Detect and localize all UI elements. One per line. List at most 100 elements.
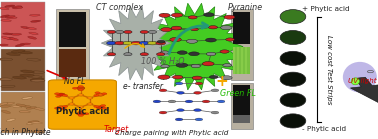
Circle shape (54, 107, 60, 109)
Circle shape (188, 16, 197, 19)
Ellipse shape (12, 6, 22, 8)
Bar (241, 47, 243, 74)
Circle shape (221, 26, 232, 30)
Circle shape (194, 109, 201, 111)
Circle shape (78, 85, 83, 88)
Circle shape (57, 106, 65, 109)
Polygon shape (146, 3, 243, 90)
Ellipse shape (31, 122, 42, 124)
Circle shape (220, 50, 229, 53)
Circle shape (177, 109, 184, 111)
Text: No FL: No FL (64, 77, 85, 86)
Ellipse shape (2, 36, 11, 39)
Ellipse shape (4, 102, 14, 105)
Ellipse shape (28, 36, 37, 39)
Ellipse shape (6, 53, 20, 56)
Circle shape (147, 41, 157, 45)
Text: Phytic acid: Phytic acid (56, 107, 109, 116)
Bar (237, 47, 239, 74)
Circle shape (170, 38, 181, 42)
Ellipse shape (19, 111, 30, 113)
Circle shape (156, 41, 166, 45)
Text: Target: Target (104, 126, 129, 134)
Bar (59, 49, 86, 77)
Text: CT complex: CT complex (96, 3, 143, 12)
Circle shape (159, 89, 167, 92)
Bar (1, 92, 45, 133)
Circle shape (192, 76, 202, 80)
Circle shape (185, 100, 193, 103)
Circle shape (175, 82, 183, 85)
Circle shape (139, 41, 149, 45)
Circle shape (161, 28, 172, 32)
Circle shape (223, 64, 232, 67)
Text: Pyranine: Pyranine (228, 3, 262, 12)
Circle shape (204, 13, 214, 17)
Circle shape (209, 75, 218, 79)
Ellipse shape (29, 32, 38, 35)
Ellipse shape (20, 74, 34, 76)
Circle shape (101, 105, 106, 107)
Ellipse shape (28, 75, 42, 78)
Text: Rich in Phytate: Rich in Phytate (0, 128, 51, 137)
Ellipse shape (20, 43, 31, 45)
Ellipse shape (30, 71, 45, 74)
Text: UV light: UV light (348, 78, 376, 84)
Bar (59, 12, 86, 47)
Ellipse shape (11, 33, 22, 35)
Circle shape (107, 53, 116, 56)
Text: Low cost Test Strips: Low cost Test Strips (326, 35, 332, 104)
Circle shape (56, 95, 61, 97)
Circle shape (102, 93, 107, 95)
Ellipse shape (29, 14, 40, 16)
Circle shape (168, 100, 176, 103)
Ellipse shape (26, 122, 36, 125)
Circle shape (78, 111, 83, 113)
Circle shape (131, 41, 141, 45)
Circle shape (157, 40, 165, 43)
Circle shape (107, 30, 116, 33)
Ellipse shape (0, 78, 12, 80)
Bar (233, 47, 250, 74)
Ellipse shape (20, 70, 34, 73)
Ellipse shape (0, 44, 8, 46)
Circle shape (107, 41, 116, 45)
Ellipse shape (0, 103, 8, 105)
Ellipse shape (0, 15, 9, 18)
Circle shape (206, 38, 216, 42)
Circle shape (68, 103, 74, 105)
Circle shape (156, 53, 165, 56)
Ellipse shape (34, 108, 45, 110)
FancyArrowPatch shape (125, 44, 144, 48)
Circle shape (159, 13, 170, 17)
FancyBboxPatch shape (48, 80, 116, 129)
Circle shape (115, 41, 125, 45)
Circle shape (194, 91, 201, 94)
Bar (233, 12, 250, 44)
Ellipse shape (18, 51, 33, 54)
Circle shape (158, 75, 170, 79)
Circle shape (95, 92, 100, 94)
Text: + Phytic acid: + Phytic acid (302, 6, 350, 12)
Ellipse shape (28, 121, 39, 123)
Ellipse shape (33, 131, 43, 133)
Circle shape (87, 103, 93, 105)
Ellipse shape (26, 27, 36, 30)
Ellipse shape (26, 107, 37, 109)
Ellipse shape (280, 30, 306, 45)
Bar (1, 49, 45, 91)
Circle shape (172, 75, 183, 79)
Ellipse shape (6, 118, 15, 122)
Circle shape (96, 93, 104, 96)
Bar (1, 2, 45, 47)
FancyArrow shape (350, 77, 378, 104)
Circle shape (102, 107, 107, 109)
Bar (233, 85, 250, 123)
Circle shape (221, 76, 232, 80)
Circle shape (124, 30, 132, 33)
Text: - Phytic acid: - Phytic acid (302, 126, 347, 132)
Circle shape (177, 51, 187, 54)
Ellipse shape (31, 79, 45, 82)
Circle shape (72, 87, 77, 89)
Circle shape (209, 26, 217, 29)
